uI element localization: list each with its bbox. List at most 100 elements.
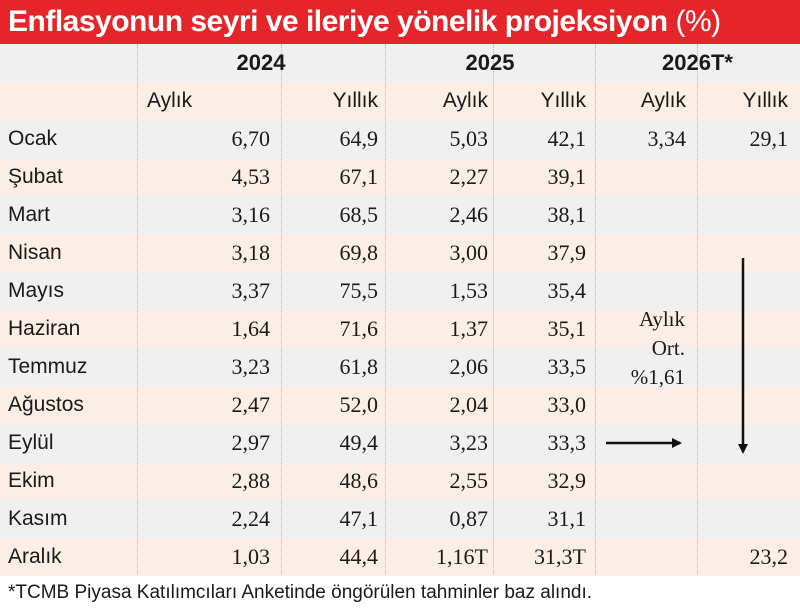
month-label: Kasım [8,507,68,530]
table-cell: 3,16 [231,202,271,227]
table-cell: 1,03 [231,544,271,569]
year-header: 2024 [236,50,286,75]
column-divider [385,44,386,574]
table-cell: 0,87 [449,506,489,531]
table-cell: 42,1 [547,126,587,151]
month-label: Temmuz [8,355,88,378]
month-label: Mart [8,203,50,226]
row-band [0,500,800,538]
title-unit: (%) [675,5,721,38]
table-cell: 1,16T [436,544,488,569]
table-title: Enflasyonun seyri ve ileriye yönelik pro… [0,0,800,44]
table-cell: 5,03 [449,126,489,151]
column-divider [595,44,596,574]
table-cell: 48,6 [339,468,379,493]
table-cell: 33,3 [547,430,587,455]
note-line-2: Ort. [651,336,685,360]
table-cell: 2,06 [449,354,489,379]
row-band [0,234,800,272]
subheader-monthly: Aylık [640,89,686,112]
table-cell: 3,37 [231,278,271,303]
month-label: Ağustos [8,393,84,416]
table-cell: 47,1 [339,506,379,531]
year-header: 2026T* [662,50,733,75]
note-line-3: %1,61 [630,365,685,389]
table-cell: 3,23 [449,430,489,455]
table-cell: 1,53 [449,278,489,303]
table-cell: 2,47 [231,392,271,417]
table-cell: 2,27 [449,164,489,189]
table-cell: 75,5 [339,278,379,303]
note-line-1: Aylık [639,307,685,331]
month-label: Aralık [8,545,62,568]
row-band [0,82,800,120]
table-cell: 1,37 [449,316,489,341]
table-cell: 29,1 [749,126,789,151]
year-header: 2025 [465,50,515,75]
month-label: Eylül [8,431,54,454]
table-cell: 31,1 [547,506,587,531]
month-label: Haziran [8,317,81,340]
table-cell: 3,23 [231,354,271,379]
row-band [0,120,800,158]
table-cell: 39,1 [547,164,587,189]
table-cell: 3,34 [647,126,687,151]
table-cell: 2,97 [231,430,271,455]
column-divider [281,44,282,574]
month-label: Nisan [8,241,62,264]
month-label: Şubat [8,165,63,188]
table-cell: 64,9 [339,126,379,151]
table-cell: 38,1 [547,202,587,227]
table-cell: 35,4 [547,278,587,303]
row-band [0,272,800,310]
month-label: Mayıs [8,279,65,302]
monthly-average-note: Aylık Ort. %1,61 [585,305,685,392]
table-cell: 3,00 [449,240,489,265]
table-cell: 67,1 [339,164,379,189]
row-band [0,462,800,500]
subheader-annual: Yıllık [332,89,378,112]
row-band [0,44,800,82]
title-text: Enflasyonun seyri ve ileriye yönelik pro… [8,5,668,38]
row-band [0,538,800,576]
table-cell: 2,88 [231,468,271,493]
table-cell: 49,4 [339,430,379,455]
table-cell: 32,9 [547,468,587,493]
subheader-monthly: Aylık [442,89,488,112]
month-label: Ekim [8,469,55,492]
table-cell: 1,64 [231,316,271,341]
row-band [0,158,800,196]
table-cell: 2,04 [449,392,489,417]
table-cell: 35,1 [547,316,587,341]
table-cell: 68,5 [339,202,379,227]
table-cell: 69,8 [339,240,379,265]
column-divider [697,44,698,574]
table-cell: 37,9 [547,240,587,265]
row-band [0,386,800,424]
table-cell: 61,8 [339,354,379,379]
table-cell: 2,24 [231,506,271,531]
row-band [0,348,800,386]
table-cell: 31,3T [534,544,586,569]
footnote: *TCMB Piyasa Katılımcıları Anketinde öng… [8,582,593,603]
table-cell: 23,2 [749,544,789,569]
table-cell: 6,70 [231,126,271,151]
table-cell: 2,55 [449,468,489,493]
column-divider [493,44,494,574]
subheader-annual: Yıllık [742,89,788,112]
table-cell: 4,53 [231,164,271,189]
subheader-monthly: Aylık [147,89,193,112]
table-cell: 44,4 [339,544,379,569]
table-cell: 33,0 [547,392,587,417]
table-cell: 3,18 [231,240,271,265]
column-divider [137,44,138,574]
row-band [0,310,800,348]
row-band [0,196,800,234]
table-cell: 33,5 [547,354,587,379]
table-cell: 2,46 [449,202,489,227]
table-cell: 71,6 [339,316,379,341]
subheader-annual: Yıllık [540,89,586,112]
month-label: Ocak [8,127,58,150]
table-cell: 52,0 [339,392,379,417]
